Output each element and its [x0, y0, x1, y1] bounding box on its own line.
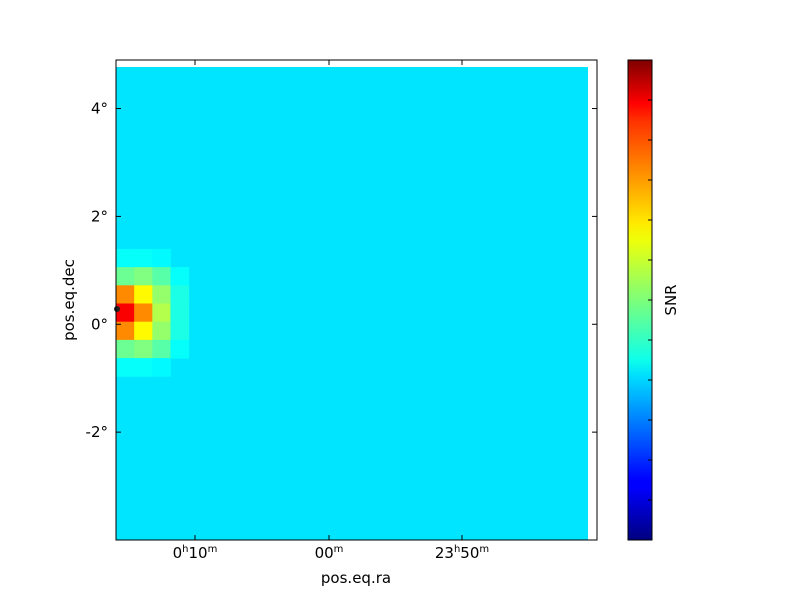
heatmap-cell	[134, 303, 153, 323]
x-tick-labels: 0h10m 00m 23h50m	[173, 544, 490, 562]
x-tick-label: 00m	[315, 544, 344, 562]
heatmap-cell	[116, 303, 135, 323]
heatmap-cell	[134, 248, 153, 268]
colorbar: SNR	[627, 59, 680, 541]
plot-frame	[115, 59, 598, 541]
tick-marks	[116, 60, 597, 540]
y-axis-label: pos.eq.dec	[60, 259, 78, 341]
heatmap-cell	[152, 358, 171, 377]
heatmap-cell	[170, 267, 190, 286]
heatmap-cell	[170, 321, 190, 341]
heatmap-cell	[152, 321, 171, 341]
plot-area	[114, 59, 598, 541]
heatmap-cell	[170, 339, 190, 359]
heatmap-cells	[116, 248, 190, 377]
heatmap-cell	[152, 248, 171, 268]
heatmap-background	[116, 67, 588, 540]
heatmap-cell	[170, 285, 190, 304]
y-tick-label: 0°	[91, 315, 108, 333]
heatmap-cell	[134, 339, 153, 359]
heatmap-cell	[116, 358, 135, 377]
heatmap-cell	[152, 267, 171, 286]
heatmap-cell	[116, 267, 135, 286]
heatmap-cell	[134, 358, 153, 377]
heatmap-cell	[116, 248, 135, 268]
heatmap-cell	[152, 303, 171, 323]
heatmap-cell	[134, 285, 153, 304]
y-tick-label: 2°	[91, 207, 108, 225]
heatmap-cell	[116, 321, 135, 341]
heatmap-cell	[134, 321, 153, 341]
y-tick-label: 4°	[91, 100, 108, 118]
y-tick-label: -2°	[86, 423, 108, 441]
y-tick-labels: 4° 2° 0° -2°	[86, 100, 108, 442]
colorbar-label: SNR	[662, 284, 680, 315]
heatmap-cell	[134, 267, 153, 286]
heatmap-cell	[170, 303, 190, 323]
source-marker	[114, 306, 120, 312]
colorbar-ticks	[648, 99, 652, 501]
heatmap-cell	[116, 339, 135, 359]
x-axis-label: pos.eq.ra	[321, 569, 391, 587]
x-tick-label: 23h50m	[435, 544, 489, 562]
heatmap-cell	[116, 285, 135, 304]
x-tick-label: 0h10m	[173, 544, 218, 562]
heatmap-cell	[152, 285, 171, 304]
heatmap-cell	[152, 339, 171, 359]
